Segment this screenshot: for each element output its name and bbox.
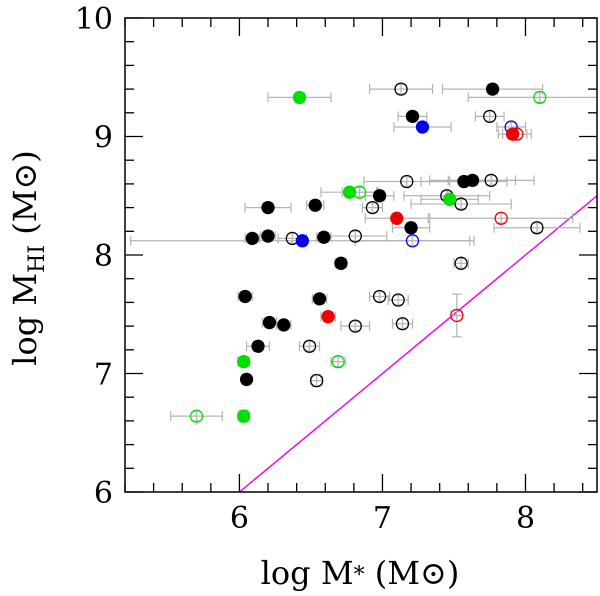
open-black-point (484, 173, 498, 187)
x-tick-labels: 6 7 8 (230, 501, 535, 536)
reference-line-group (238, 195, 597, 492)
open-black-point (530, 221, 544, 235)
y-tick-label: 6 (94, 476, 113, 511)
filled-red-point (505, 127, 520, 141)
filled-red-point (390, 211, 404, 225)
open-red-point (494, 211, 508, 225)
filled-green-point (237, 354, 251, 369)
filled-green-point (237, 409, 251, 423)
filled-green-point (342, 185, 357, 199)
open-black-point (348, 319, 362, 333)
error-bar (387, 294, 409, 306)
open-black-point (400, 174, 414, 189)
filled-black-point (262, 315, 277, 330)
error-bar (340, 320, 371, 332)
filled-black-point (308, 198, 322, 212)
open-green-point (533, 90, 547, 105)
filled-black-point (239, 372, 254, 387)
open-red-point (450, 308, 464, 323)
x-axis-label: log M* (M⊙) (261, 554, 460, 592)
filled-green-point (443, 192, 457, 206)
filled-black-point (277, 318, 291, 332)
x-tick-label: 7 (373, 501, 392, 536)
open-black-point (454, 256, 468, 270)
x-tick-label: 6 (230, 501, 249, 536)
open-green-point (352, 185, 367, 199)
error-bar (298, 340, 321, 352)
plot-frame (124, 17, 598, 493)
open-black-point (391, 293, 405, 307)
open-black-point (372, 289, 387, 304)
filled-black-point (238, 289, 252, 304)
error-bar (391, 318, 414, 330)
open-black-point (302, 339, 317, 353)
error-bar (450, 293, 464, 338)
filled-black-point (261, 200, 275, 215)
open-black-point (395, 317, 410, 331)
y-tick-labels: 6 7 8 9 10 (75, 2, 113, 511)
open-black-point (310, 373, 324, 388)
data-points (189, 82, 547, 423)
error-bar (493, 222, 581, 234)
filled-black-point (334, 256, 348, 270)
error-bar (170, 410, 223, 422)
filled-black-point (261, 229, 275, 243)
filled-red-point (321, 309, 335, 324)
error-bar (368, 83, 434, 95)
filled-black-point (251, 339, 265, 353)
filled-blue-point (295, 234, 310, 248)
y-axis-label: log MHI (M⊙) (6, 150, 50, 366)
filled-black-point (404, 221, 418, 235)
filled-black-point (405, 109, 420, 124)
open-black-point (348, 229, 362, 243)
filled-black-point (312, 292, 327, 306)
y-tick-label: 8 (94, 239, 113, 274)
error-bar (368, 291, 391, 302)
y-tick-label: 10 (75, 2, 113, 37)
open-black-point (365, 200, 380, 215)
reference-line (238, 195, 597, 492)
filled-blue-point (415, 120, 430, 134)
error-bar (354, 235, 471, 247)
filled-black-point (317, 230, 331, 244)
filled-black-point (465, 173, 480, 187)
open-red-point (510, 127, 524, 141)
open-blue-point (405, 234, 420, 248)
error-bar (363, 176, 451, 187)
error-bars (130, 83, 597, 423)
error-bar (410, 198, 512, 210)
error-bar (429, 212, 574, 224)
filled-black-point (372, 189, 387, 203)
x-tick-label: 8 (516, 501, 535, 536)
open-green-point (331, 354, 345, 369)
y-tick-label: 7 (94, 358, 113, 393)
filled-black-point (485, 82, 500, 96)
filled-green-point (292, 90, 307, 105)
open-black-point (394, 82, 408, 96)
error-bar (361, 202, 384, 213)
filled-black-point (245, 231, 259, 246)
open-black-point (454, 197, 468, 211)
open-black-point (483, 109, 497, 124)
y-tick-label: 9 (94, 121, 113, 156)
error-bar (474, 111, 505, 122)
open-green-point (189, 409, 204, 423)
